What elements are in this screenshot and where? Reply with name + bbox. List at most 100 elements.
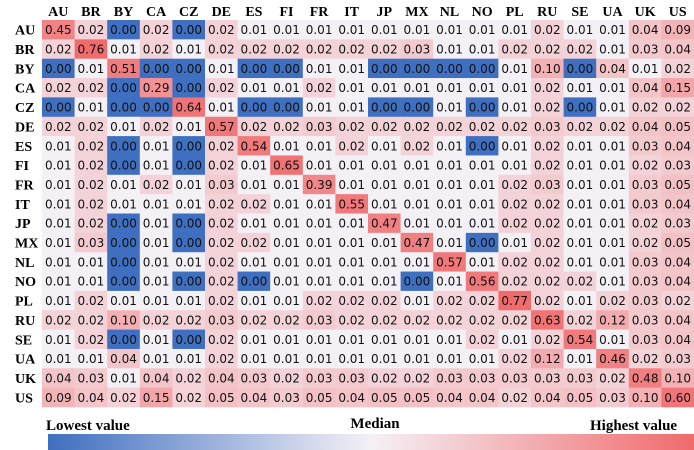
cell-value-br-es: 0.02 xyxy=(241,43,268,57)
cell-value-it-es: 0.02 xyxy=(241,197,268,211)
heatmap-cell-fi-es xyxy=(237,155,271,176)
cell-value-se-mx: 0.01 xyxy=(404,333,431,347)
heatmap-cell-by-us xyxy=(661,58,694,79)
cell-value-ca-by: 0.00 xyxy=(110,81,137,95)
heatmap-cell-it-us xyxy=(661,194,694,214)
heatmap-cell-br-no xyxy=(465,39,499,59)
cell-value-de-us: 0.05 xyxy=(664,120,691,134)
heatmap-cell-us-us xyxy=(661,387,694,408)
heatmap-cell-br-ua xyxy=(596,39,630,59)
heatmap-cell-se-uk xyxy=(628,329,662,350)
cell-value-no-mx: 0.00 xyxy=(404,275,431,289)
heatmap-cell-us-de xyxy=(205,387,238,408)
cell-value-nl-ru: 0.02 xyxy=(534,255,561,269)
heatmap-cell-us-au xyxy=(42,387,75,408)
cell-value-mx-de: 0.02 xyxy=(208,236,235,250)
heatmap-cell-no-mx xyxy=(400,271,434,292)
heatmap-cell-by-by xyxy=(107,58,141,79)
cell-value-mx-es: 0.02 xyxy=(241,236,268,250)
cell-value-uk-nl: 0.03 xyxy=(436,371,463,385)
column-label-au: AU xyxy=(48,5,68,20)
heatmap-cell-it-cz xyxy=(172,194,206,214)
heatmap-cell-de-br xyxy=(74,116,108,137)
cell-value-br-us: 0.04 xyxy=(664,43,691,57)
cell-value-us-cz: 0.02 xyxy=(175,391,202,405)
cell-value-us-br: 0.04 xyxy=(78,391,105,405)
heatmap-cell-no-cz xyxy=(172,271,206,292)
cell-value-se-nl: 0.01 xyxy=(436,333,463,347)
cell-value-br-no: 0.01 xyxy=(469,43,496,57)
column-label-cz: CZ xyxy=(179,5,198,20)
cell-value-fi-jp: 0.01 xyxy=(371,159,398,173)
cell-value-ru-nl: 0.02 xyxy=(436,313,463,327)
cell-value-pl-jp: 0.02 xyxy=(371,294,398,308)
row-label-ca: CA xyxy=(15,82,36,97)
heatmap-cell-nl-de xyxy=(205,252,238,272)
cell-value-ua-ca: 0.01 xyxy=(143,352,170,366)
heatmap-cell-by-no xyxy=(465,58,499,79)
heatmap-cell-by-es xyxy=(237,58,271,79)
cell-value-fi-it: 0.01 xyxy=(338,159,365,173)
cell-value-ca-mx: 0.01 xyxy=(404,81,431,95)
heatmap-cell-se-us xyxy=(661,329,694,350)
heatmap-cell-ua-fr xyxy=(302,348,336,369)
heatmap-cell-fr-es xyxy=(237,174,271,195)
cell-value-br-au: 0.02 xyxy=(45,43,72,57)
heatmap-cell-de-no xyxy=(465,116,499,137)
cell-value-ru-mx: 0.02 xyxy=(404,313,431,327)
cell-value-de-pl: 0.02 xyxy=(501,120,528,134)
cell-value-by-es: 0.00 xyxy=(241,62,268,76)
cell-value-by-cz: 0.00 xyxy=(175,62,202,76)
cell-value-mx-us: 0.05 xyxy=(664,236,691,250)
heatmap-cell-ca-fi xyxy=(270,78,304,98)
heatmap-cell-ca-ca xyxy=(139,78,173,98)
cell-value-it-ca: 0.01 xyxy=(143,197,170,211)
heatmap-cell-uk-nl xyxy=(433,368,467,388)
cell-value-no-ca: 0.01 xyxy=(143,275,170,289)
heatmap-cell-br-us xyxy=(661,39,694,59)
heatmap-cell-es-uk xyxy=(628,136,662,156)
heatmap-cell-uk-fr xyxy=(302,368,336,388)
cell-value-br-ru: 0.02 xyxy=(534,43,561,57)
heatmap-cell-ru-fr xyxy=(302,310,336,330)
column-label-fi: FI xyxy=(280,5,294,20)
cell-value-it-by: 0.01 xyxy=(110,197,137,211)
cell-value-mx-by: 0.00 xyxy=(110,236,137,250)
heatmap-cell-uk-ru xyxy=(531,368,564,388)
heatmap-cell-nl-no xyxy=(465,252,499,272)
cell-value-fr-nl: 0.01 xyxy=(436,178,463,192)
heatmap-cell-by-it xyxy=(335,58,369,79)
cell-value-no-it: 0.01 xyxy=(338,275,365,289)
column-label-se: SE xyxy=(571,5,588,20)
heatmap-cell-us-es xyxy=(237,387,271,408)
cell-value-us-pl: 0.02 xyxy=(501,391,528,405)
cell-value-pl-fi: 0.01 xyxy=(273,294,300,308)
cell-value-by-us: 0.02 xyxy=(664,62,691,76)
row-label-ua: UA xyxy=(15,353,36,368)
heatmap-cell-se-ca xyxy=(139,329,173,350)
row-label-fr: FR xyxy=(15,178,35,193)
cell-value-uk-ca: 0.04 xyxy=(143,371,170,385)
cell-value-by-jp: 0.00 xyxy=(371,62,398,76)
heatmap-cell-es-jp xyxy=(368,136,401,156)
cell-value-cz-de: 0.01 xyxy=(208,101,235,115)
cell-value-pl-de: 0.02 xyxy=(208,294,235,308)
cell-value-au-us: 0.09 xyxy=(664,23,691,37)
row-label-es: ES xyxy=(15,140,32,155)
heatmap-cell-us-se xyxy=(563,387,597,408)
heatmap-cell-au-cz xyxy=(172,20,206,40)
heatmap-cell-cz-fi xyxy=(270,97,304,118)
heatmap-cell-de-de xyxy=(205,116,238,137)
heatmap-cell-by-ca xyxy=(139,58,173,79)
cell-value-fr-ua: 0.01 xyxy=(599,178,626,192)
heatmap-cell-it-ua xyxy=(596,194,630,214)
heatmap-cell-br-it xyxy=(335,39,369,59)
cell-value-ca-fr: 0.02 xyxy=(306,81,333,95)
cell-value-de-ru: 0.03 xyxy=(534,120,561,134)
heatmap-cell-it-pl xyxy=(498,194,532,214)
cell-value-mx-ru: 0.02 xyxy=(534,236,561,250)
cell-value-cz-it: 0.01 xyxy=(338,101,365,115)
cell-value-es-jp: 0.01 xyxy=(371,139,398,153)
cell-value-ua-nl: 0.01 xyxy=(436,352,463,366)
heatmap-cell-fi-se xyxy=(563,155,597,176)
